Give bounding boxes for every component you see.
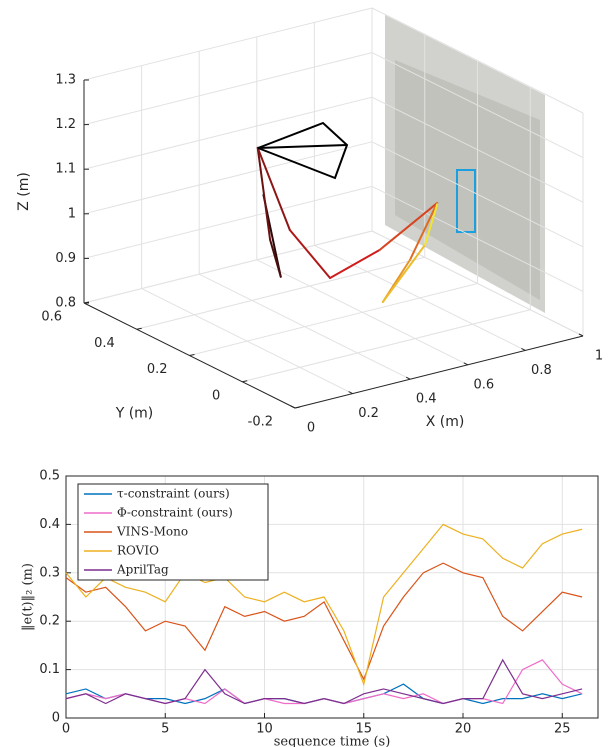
y-tick-label: 0.2 xyxy=(39,614,60,629)
image-plane xyxy=(385,15,545,313)
tick-mark xyxy=(242,380,248,383)
trajectory-segment xyxy=(329,249,381,279)
tick-mark xyxy=(83,301,90,304)
series-line xyxy=(65,562,583,681)
y-tick-label: 0.1 xyxy=(39,662,60,677)
tick-mark xyxy=(463,362,469,366)
tick-mark xyxy=(405,376,411,380)
legend-label: VINS-Mono xyxy=(116,525,188,539)
x-tick-label: 0 xyxy=(307,421,315,436)
y-axis-label: ‖e(t)‖₂ (m) xyxy=(21,563,36,631)
y-tick-label: 0 xyxy=(52,711,60,726)
legend-label: τ-constraint (ours) xyxy=(117,487,230,501)
trajectory-segment xyxy=(424,203,439,246)
grid-line xyxy=(242,309,531,383)
trajectory-segment xyxy=(256,146,291,231)
y-tick-label: 0.3 xyxy=(39,565,60,580)
grid-line xyxy=(189,283,478,356)
y-tick-label: 0.6 xyxy=(41,310,62,325)
legend: τ-constraint (ours) Φ-constraint (ours) VI… xyxy=(77,483,269,581)
x-tick-label: 0 xyxy=(62,722,70,737)
z-tick-label: 0.9 xyxy=(55,251,76,266)
y-tick-label: 0.5 xyxy=(39,469,60,484)
y-tick-label: 0.4 xyxy=(39,517,60,532)
tick-mark xyxy=(290,405,296,409)
x-tick-label: 25 xyxy=(554,722,571,737)
z-tick-label: 1.1 xyxy=(55,162,76,177)
grid-line xyxy=(83,185,373,259)
legend-label: Φ-constraint (ours) xyxy=(117,506,233,520)
series-line xyxy=(65,523,583,687)
trajectory-segment xyxy=(288,228,332,279)
tick-mark xyxy=(348,391,353,395)
tick-mark xyxy=(578,333,584,337)
tick-mark xyxy=(189,354,195,356)
trajectory-segment xyxy=(378,202,439,251)
x-axis-label: sequence time (s) xyxy=(274,735,391,747)
legend-label: ROVIO xyxy=(117,544,159,558)
y-tick-label: 0 xyxy=(212,388,220,403)
tick-mark xyxy=(294,406,301,409)
y-axis-label: Y (m) xyxy=(115,406,154,422)
x-tick-label: 15 xyxy=(355,722,372,737)
legend-label: AprilTag xyxy=(116,563,169,577)
x-tick-label: 0.2 xyxy=(358,406,379,421)
grid-line xyxy=(83,7,373,81)
trajectory-segment xyxy=(269,238,282,278)
x-tick-label: 10 xyxy=(256,722,273,737)
grid-line xyxy=(136,256,425,330)
x-axis xyxy=(294,335,584,409)
z-tick-label: 1.2 xyxy=(55,117,76,132)
grid-line xyxy=(83,230,373,304)
plot-3d: 0.8 0.9 1 1.1 1.2 1.3 -0.2 0 0.2 0.4 0.6 0 0.2 0.4 0.6… xyxy=(16,7,603,436)
trajectory-segment xyxy=(408,202,439,261)
series-line xyxy=(65,659,583,705)
trajectory-segment xyxy=(256,146,272,241)
z-tick-label: 1 xyxy=(68,206,76,221)
z-axis-label: Z (m) xyxy=(16,172,32,211)
grid-line xyxy=(83,141,373,215)
tick-mark xyxy=(136,327,142,330)
x-tick-label: 0.4 xyxy=(416,392,437,407)
x-tick-label: 20 xyxy=(455,722,472,737)
z-tick-label: 1.3 xyxy=(55,73,76,88)
plot-2d: 0 0.1 0.2 0.3 0.4 0.5 0 5 10 15 20 25 sequence time … xyxy=(21,469,599,747)
tick-mark xyxy=(521,347,526,351)
y-tick-label: 0.2 xyxy=(147,362,168,377)
x-tick-label: 0.8 xyxy=(531,363,552,378)
plot-frame xyxy=(65,475,599,719)
grid-line xyxy=(83,96,373,170)
x-tick-label: 1 xyxy=(595,349,603,364)
camera-frustum xyxy=(257,121,349,180)
x-tick-label: 5 xyxy=(161,722,169,737)
series-line xyxy=(65,658,583,705)
trajectory-segment xyxy=(381,243,427,303)
x-axis-label: X (m) xyxy=(426,414,465,430)
y-tick-label: -0.2 xyxy=(248,415,273,430)
grid-line xyxy=(83,52,373,126)
z-tick-label: 0.8 xyxy=(55,296,76,311)
y-tick-label: 0.4 xyxy=(94,336,115,351)
x-tick-label: 0.6 xyxy=(473,377,494,392)
